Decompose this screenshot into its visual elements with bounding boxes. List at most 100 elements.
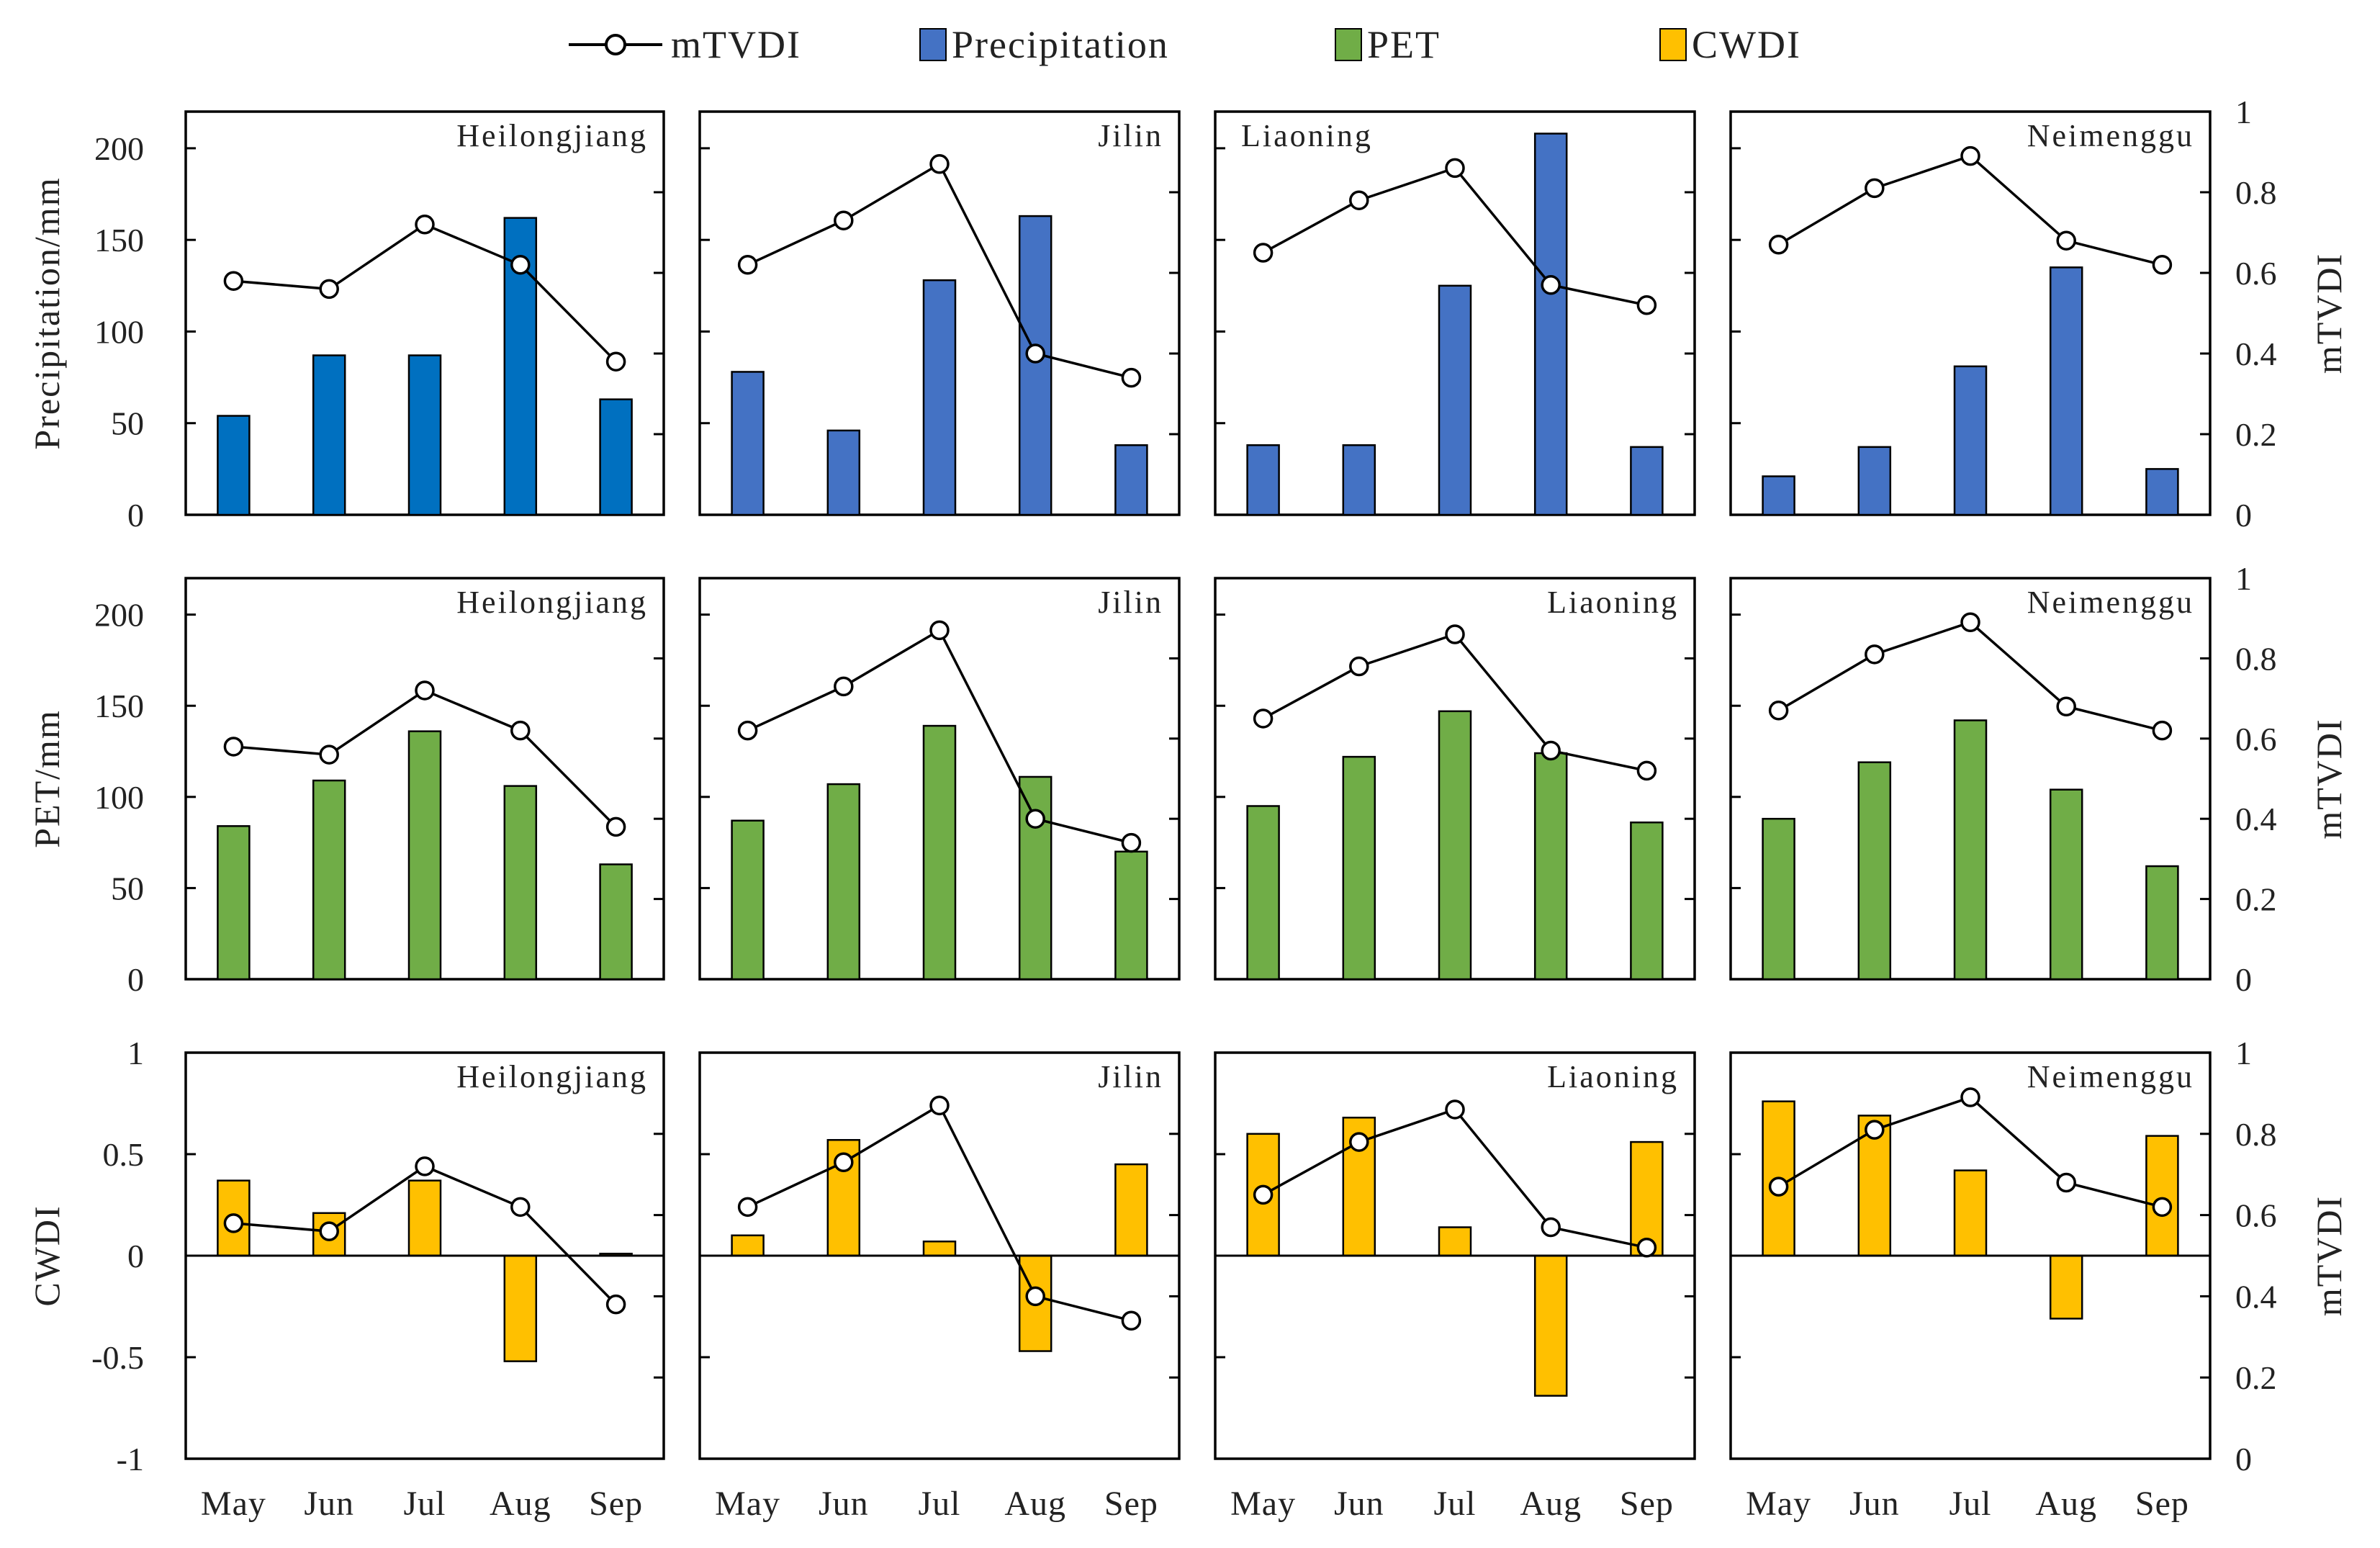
mtvdi-point-may: [1253, 708, 1274, 729]
mtvdi-point-may: [1768, 1176, 1789, 1197]
month-label-sep: Sep: [1620, 1485, 1674, 1523]
right-axis-cwdi: 0 0.2 0.4 0.6 0.8 1 mTVDI: [2235, 1035, 2349, 1477]
mtvdi-point-aug: [1025, 343, 1045, 364]
month-label-jun: Jun: [304, 1485, 354, 1523]
bar-pet-sep: [599, 863, 633, 981]
right-tick-label: 0.8: [2235, 640, 2277, 677]
mtvdi-point-jun: [1865, 1120, 1885, 1140]
bar-cwdi-aug: [503, 1254, 538, 1362]
bar-pet-jul: [922, 724, 957, 981]
right-tick-label: 0.8: [2235, 1116, 2277, 1153]
bar-pet-may: [731, 819, 765, 981]
left-tick-label: 150: [94, 222, 144, 258]
bar-precipitation-sep: [2145, 468, 2179, 516]
mtvdi-point-aug: [1541, 275, 1561, 295]
bar-precipitation-may: [1246, 444, 1280, 516]
panel-precipitation-neimenggu: Neimenggu: [1729, 110, 2212, 516]
mtvdi-point-may: [737, 255, 758, 275]
right-tick-label: 1: [2235, 94, 2252, 130]
left-tick-label: 0: [127, 961, 144, 998]
right-axis-pet: 0 0.2 0.4 0.6 0.8 1 mTVDI: [2235, 560, 2349, 998]
month-label-jun: Jun: [1849, 1485, 1900, 1523]
mtvdi-point-aug: [510, 720, 531, 741]
right-tick-label: 0.4: [2235, 1278, 2277, 1315]
legend-swatch-precipitation: [919, 28, 947, 61]
right-tick-label: 0.4: [2235, 801, 2277, 837]
panel-cwdi-liaoning: Liaoning May Jun Jul Aug Sep: [1214, 1051, 1696, 1523]
mtvdi-point-jul: [1960, 1087, 1980, 1107]
month-label-jul: Jul: [918, 1485, 960, 1523]
bar-cwdi-aug: [1533, 1254, 1568, 1397]
right-tick-label: 0.2: [2235, 416, 2277, 453]
left-tick-label: 200: [94, 597, 144, 634]
legend-marker-swatch: [605, 34, 626, 55]
bar-precipitation-jul: [407, 354, 442, 516]
bar-precipitation-jun: [312, 354, 346, 516]
bar-pet-jul: [1438, 710, 1472, 981]
bar-precipitation-jul: [922, 279, 957, 516]
bar-pet-jul: [1953, 719, 1988, 981]
right-tick-label: 0.4: [2235, 336, 2277, 372]
month-label-jul: Jul: [1949, 1485, 1991, 1523]
mtvdi-point-jun: [319, 279, 339, 300]
mtvdi-point-sep: [605, 1294, 626, 1315]
region-label-jilin: Jilin: [1098, 118, 1163, 153]
mtvdi-point-jun: [1349, 656, 1369, 677]
left-tick-label: 1: [127, 1035, 144, 1071]
mtvdi-point-jun: [1349, 190, 1369, 210]
bar-precipitation-jul: [1953, 365, 1988, 516]
bar-pet-aug: [503, 785, 538, 981]
left-axis-cwdi: -1 -0.5 0 0.5 1 CWDI: [27, 1035, 144, 1477]
right-tick-label: 0.6: [2235, 1197, 2277, 1234]
bar-cwdi-jul: [1438, 1226, 1472, 1257]
mtvdi-point-may: [1253, 243, 1274, 263]
bar-precipitation-sep: [1630, 446, 1664, 516]
bar-precipitation-jul: [1438, 284, 1472, 516]
region-label-neimenggu: Neimenggu: [2027, 585, 2194, 620]
right-axis-title: mTVDI: [2309, 1195, 2349, 1316]
mtvdi-point-jul: [1960, 612, 1980, 633]
mtvdi-point-sep: [605, 351, 626, 372]
month-label-aug: Aug: [1520, 1485, 1582, 1523]
mtvdi-point-jul: [929, 620, 950, 641]
region-label-heilongjiang: Heilongjiang: [456, 118, 648, 153]
bar-pet-may: [1246, 805, 1280, 981]
mtvdi-point-may: [223, 1213, 244, 1233]
right-tick-label: 0.2: [2235, 1359, 2277, 1396]
right-tick-label: 0: [2235, 1441, 2252, 1477]
month-label-may: May: [201, 1485, 266, 1523]
mtvdi-point-sep: [2152, 720, 2173, 741]
bar-pet-sep: [1114, 850, 1148, 981]
region-label-liaoning: Liaoning: [1241, 118, 1373, 153]
right-tick-label: 0.8: [2235, 174, 2277, 211]
bar-pet-sep: [2145, 865, 2179, 981]
panel-precipitation-heilongjiang: Heilongjiang: [184, 110, 665, 516]
mtvdi-point-jul: [929, 154, 950, 174]
bar-pet-jun: [826, 783, 861, 981]
panel-pet-neimenggu: Neimenggu: [1729, 577, 2212, 981]
right-axis-precipitation: 0 0.2 0.4 0.6 0.8 1 mTVDI: [2235, 94, 2349, 534]
legend-swatch-cwdi: [1659, 28, 1687, 61]
bar-pet-may: [217, 825, 251, 981]
panel-pet-heilongjiang: Heilongjiang: [184, 577, 665, 981]
mtvdi-point-aug: [2056, 1172, 2076, 1193]
region-label-liaoning: Liaoning: [1547, 585, 1679, 620]
left-tick-label: -1: [117, 1441, 144, 1477]
bar-precipitation-sep: [1114, 444, 1148, 516]
mtvdi-point-sep: [1121, 367, 1142, 388]
left-tick-label: 0: [127, 1238, 144, 1274]
bar-pet-jun: [1342, 755, 1376, 981]
bar-cwdi-sep: [1630, 1140, 1664, 1257]
right-axis-title: mTVDI: [2309, 718, 2349, 839]
bar-precipitation-sep: [599, 398, 633, 516]
region-label-jilin: Jilin: [1098, 1059, 1163, 1094]
left-tick-label: 200: [94, 130, 144, 167]
legend-label-precipitation: Precipitation: [952, 23, 1169, 66]
month-label-may: May: [715, 1485, 780, 1523]
month-label-aug: Aug: [2035, 1485, 2097, 1523]
mtvdi-point-may: [1768, 701, 1789, 721]
bar-cwdi-aug: [2049, 1254, 2083, 1320]
bar-pet-aug: [1018, 775, 1052, 981]
mtvdi-point-jun: [319, 744, 339, 765]
